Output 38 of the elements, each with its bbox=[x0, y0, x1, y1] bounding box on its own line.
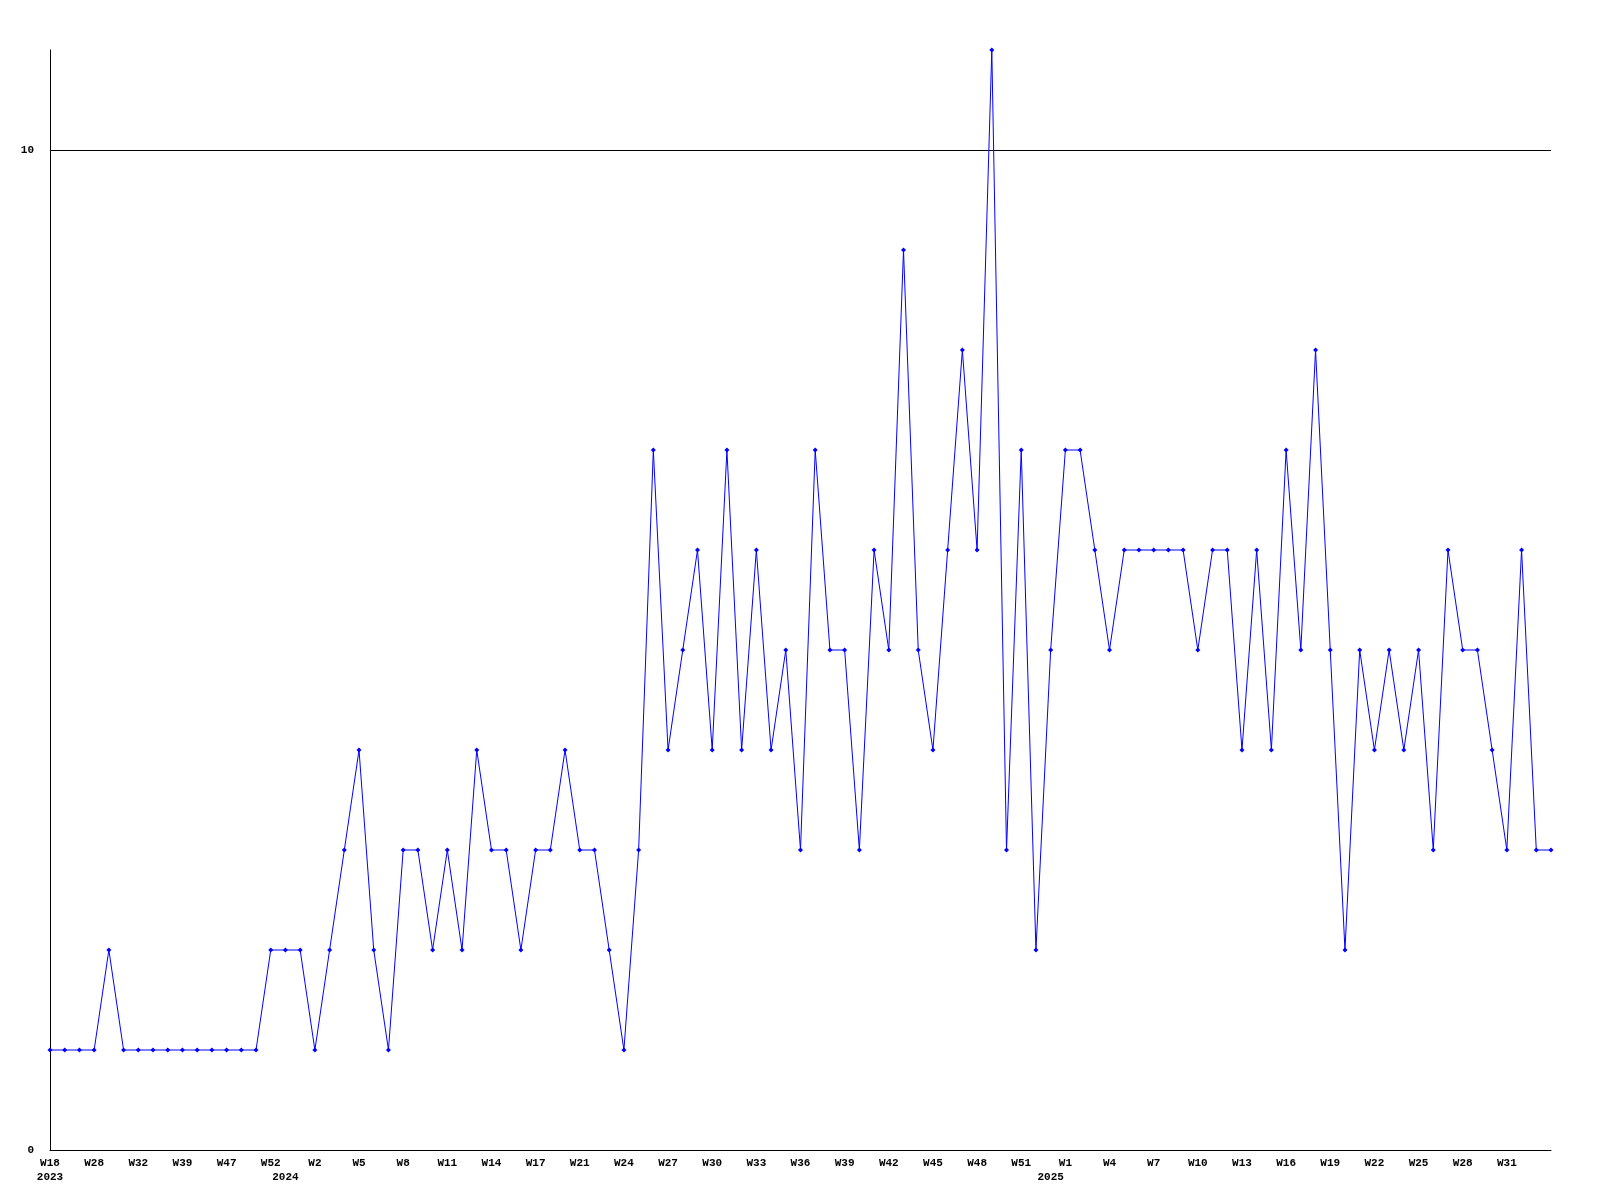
x-tick-label: W52 bbox=[260, 1157, 281, 1169]
x-tick-label: W16 bbox=[1276, 1157, 1297, 1169]
x-tick-label: W28 bbox=[1452, 1157, 1473, 1169]
x-tick-label: W11 bbox=[437, 1157, 458, 1169]
x-tick-label: 2024 bbox=[272, 1171, 300, 1183]
x-tick-label: W27 bbox=[658, 1157, 678, 1169]
x-tick-label: W42 bbox=[878, 1157, 899, 1169]
y-tick-label: 0 bbox=[27, 1144, 34, 1156]
x-tick-label: W14 bbox=[481, 1157, 502, 1169]
x-tick-label: W51 bbox=[1011, 1157, 1032, 1169]
x-tick-label: W28 bbox=[84, 1157, 105, 1169]
x-tick-label: W7 bbox=[1147, 1157, 1161, 1169]
x-tick-label: W45 bbox=[923, 1157, 944, 1169]
x-tick-label: W19 bbox=[1320, 1157, 1341, 1169]
x-tick-label: W10 bbox=[1187, 1157, 1208, 1169]
x-tick-label: W2 bbox=[308, 1157, 322, 1169]
x-tick-label: W32 bbox=[128, 1157, 149, 1169]
x-tick-label: W25 bbox=[1408, 1157, 1429, 1169]
x-tick-label: W48 bbox=[967, 1157, 988, 1169]
x-tick-label: W22 bbox=[1364, 1157, 1385, 1169]
x-tick-label: W8 bbox=[396, 1157, 411, 1169]
x-tick-label: W39 bbox=[172, 1157, 193, 1169]
x-tick-label: W47 bbox=[216, 1157, 237, 1169]
x-tick-label: W24 bbox=[614, 1157, 635, 1169]
x-tick-label: W1 bbox=[1058, 1157, 1073, 1169]
x-tick-label: W21 bbox=[569, 1157, 591, 1169]
x-tick-label: W13 bbox=[1232, 1157, 1253, 1169]
x-tick-label: 2025 bbox=[1037, 1171, 1065, 1183]
x-tick-label: W33 bbox=[746, 1157, 767, 1169]
x-tick-label: W36 bbox=[790, 1157, 811, 1169]
x-tick-label: W31 bbox=[1496, 1157, 1518, 1169]
y-tick-label: 10 bbox=[20, 144, 34, 156]
x-tick-label: W4 bbox=[1102, 1157, 1117, 1169]
x-tick-label: W5 bbox=[352, 1157, 367, 1169]
x-tick-label: W30 bbox=[702, 1157, 723, 1169]
x-tick-label: W17 bbox=[525, 1157, 546, 1169]
x-tick-label: W39 bbox=[834, 1157, 855, 1169]
x-tick-label: W18 2023 bbox=[36, 1157, 64, 1183]
